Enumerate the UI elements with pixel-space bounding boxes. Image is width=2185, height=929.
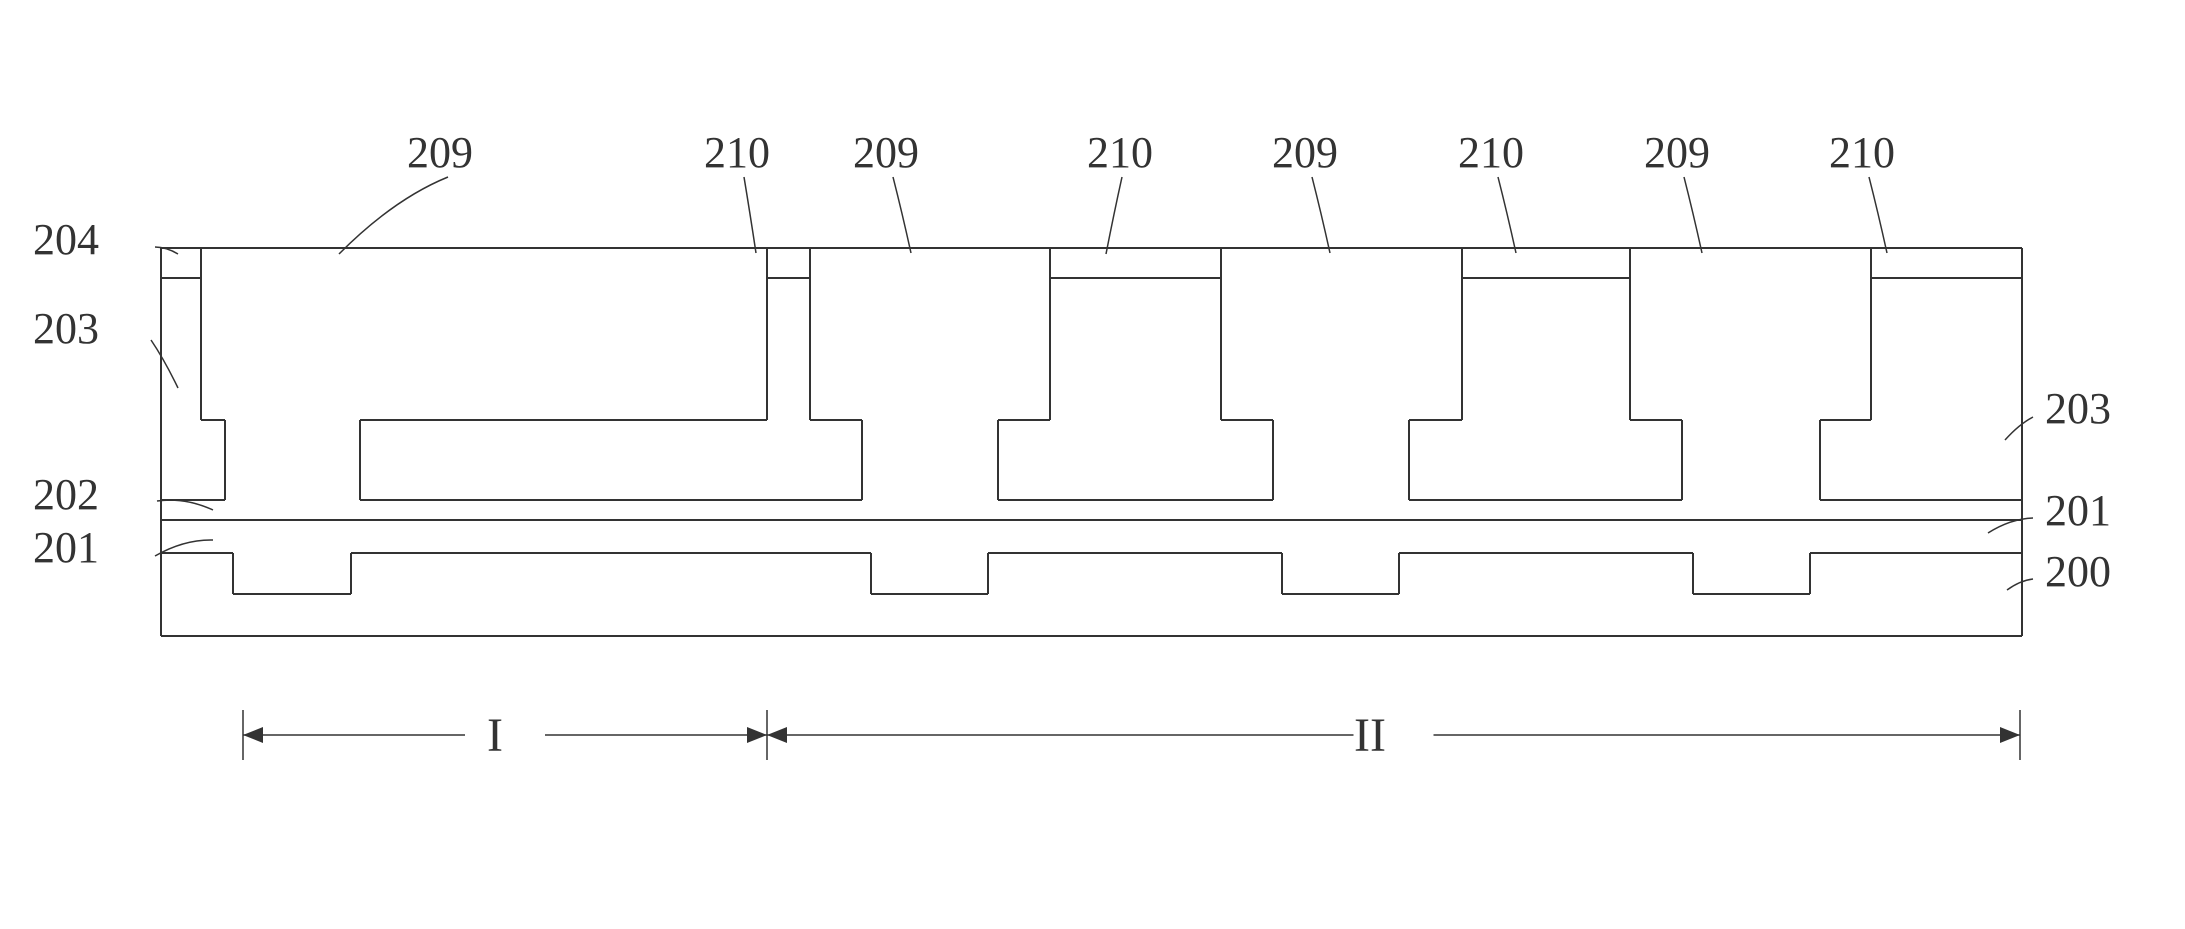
label-209: 209 [1644, 128, 1710, 177]
label-210: 210 [1087, 128, 1153, 177]
label-210: 210 [1829, 128, 1895, 177]
label-209: 209 [1272, 128, 1338, 177]
label-200: 200 [2045, 547, 2111, 596]
region-label-I: I [487, 709, 503, 762]
label-201: 201 [33, 523, 99, 572]
label-209: 209 [853, 128, 919, 177]
label-210: 210 [704, 128, 770, 177]
cross-section-diagram: 2042032022012092102092102092102092102032… [0, 0, 2185, 929]
label-201: 201 [2045, 486, 2111, 535]
label-209: 209 [407, 128, 473, 177]
label-210: 210 [1458, 128, 1524, 177]
region-label-II: II [1354, 709, 1386, 762]
label-203: 203 [2045, 384, 2111, 433]
label-202: 202 [33, 470, 99, 519]
label-203: 203 [33, 304, 99, 353]
label-204: 204 [33, 215, 99, 264]
